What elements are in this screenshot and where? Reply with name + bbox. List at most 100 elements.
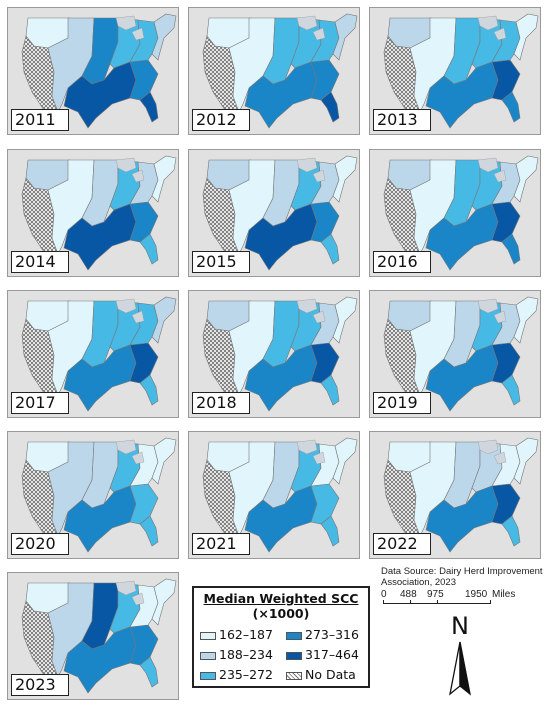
region-fl	[320, 91, 340, 123]
great-lakes	[296, 15, 326, 41]
region-ne	[513, 13, 539, 61]
region-south	[63, 626, 137, 694]
region-ne	[513, 155, 539, 203]
region-fl	[139, 515, 159, 547]
us-choropleth-map	[202, 155, 358, 271]
region-south	[425, 61, 499, 129]
region-fl	[501, 515, 521, 547]
region-south	[425, 203, 499, 271]
great-lakes	[115, 157, 145, 183]
region-fl	[501, 374, 521, 406]
legend-item: 235–272	[200, 668, 273, 682]
us-choropleth-map	[383, 13, 539, 129]
year-label: 2015	[192, 251, 250, 273]
map-panel: 2018	[188, 290, 360, 418]
region-ne	[332, 437, 358, 485]
region-fl	[139, 374, 159, 406]
great-lakes	[477, 298, 507, 324]
region-ne	[332, 13, 358, 61]
region-fl	[501, 91, 521, 123]
year-label: 2013	[373, 109, 431, 131]
region-fl	[320, 233, 340, 265]
region-south	[244, 61, 318, 129]
year-label: 2017	[11, 392, 69, 414]
legend-item: No Data	[286, 668, 356, 682]
great-lakes	[115, 439, 145, 465]
map-panel: 2015	[188, 149, 360, 277]
data-source: Data Source: Dairy Herd Improvement Asso…	[381, 566, 543, 588]
us-choropleth-map	[202, 437, 358, 553]
map-panel: 2012	[188, 7, 360, 135]
region-south	[63, 61, 137, 129]
year-label: 2023	[11, 674, 69, 696]
great-lakes	[115, 580, 145, 606]
legend-item: 273–316	[286, 628, 359, 642]
us-choropleth-map	[383, 437, 539, 553]
great-lakes	[115, 298, 145, 324]
region-ne	[151, 437, 177, 485]
year-label: 2016	[373, 251, 431, 273]
year-label: 2022	[373, 533, 431, 555]
great-lakes	[115, 15, 145, 41]
year-label: 2018	[192, 392, 250, 414]
region-ne	[332, 155, 358, 203]
year-label: 2021	[192, 533, 250, 555]
us-choropleth-map	[21, 437, 177, 553]
map-panel: 2023	[7, 572, 179, 700]
great-lakes	[477, 15, 507, 41]
region-fl	[139, 233, 159, 265]
region-south	[244, 344, 318, 412]
region-fl	[139, 656, 159, 688]
us-choropleth-map	[21, 155, 177, 271]
us-choropleth-map	[21, 296, 177, 412]
region-ne	[513, 296, 539, 344]
map-panel: 2014	[7, 149, 179, 277]
scale-bar: 0 488 975 1950 Miles	[381, 589, 549, 611]
region-fl	[320, 515, 340, 547]
north-arrow: N	[440, 612, 480, 698]
legend-item: 317–464	[286, 648, 359, 662]
map-panel: 2021	[188, 431, 360, 559]
great-lakes	[477, 439, 507, 465]
legend-swatch	[200, 631, 216, 640]
region-ne	[151, 155, 177, 203]
legend-item: 188–234	[200, 648, 273, 662]
great-lakes	[477, 157, 507, 183]
us-choropleth-map	[21, 578, 177, 694]
region-south	[63, 203, 137, 271]
legend-swatch	[200, 651, 216, 660]
year-label: 2019	[373, 392, 431, 414]
legend: Median Weighted SCC (×1000) 162–187 273–…	[192, 586, 370, 688]
region-south	[244, 485, 318, 553]
region-fl	[139, 91, 159, 123]
legend-item: 162–187	[200, 628, 273, 642]
year-label: 2012	[192, 109, 250, 131]
region-south	[425, 344, 499, 412]
year-label: 2020	[11, 533, 69, 555]
year-label: 2014	[11, 251, 69, 273]
region-south	[425, 485, 499, 553]
great-lakes	[296, 298, 326, 324]
year-label: 2011	[11, 109, 69, 131]
us-choropleth-map	[202, 296, 358, 412]
region-south	[244, 203, 318, 271]
map-panel: 2013	[369, 7, 541, 135]
region-ne	[151, 13, 177, 61]
us-choropleth-map	[21, 13, 177, 129]
legend-swatch	[200, 671, 216, 680]
map-panel: 2011	[7, 7, 179, 135]
map-panel: 2019	[369, 290, 541, 418]
region-south	[63, 344, 137, 412]
map-panel: 2022	[369, 431, 541, 559]
region-fl	[501, 233, 521, 265]
region-ne	[332, 296, 358, 344]
map-panel: 2020	[7, 431, 179, 559]
region-fl	[320, 374, 340, 406]
legend-title: Median Weighted SCC (×1000)	[203, 591, 359, 621]
us-choropleth-map	[383, 155, 539, 271]
legend-swatch	[286, 651, 302, 660]
great-lakes	[296, 157, 326, 183]
us-choropleth-map	[383, 296, 539, 412]
legend-swatch	[286, 631, 302, 640]
great-lakes	[296, 439, 326, 465]
